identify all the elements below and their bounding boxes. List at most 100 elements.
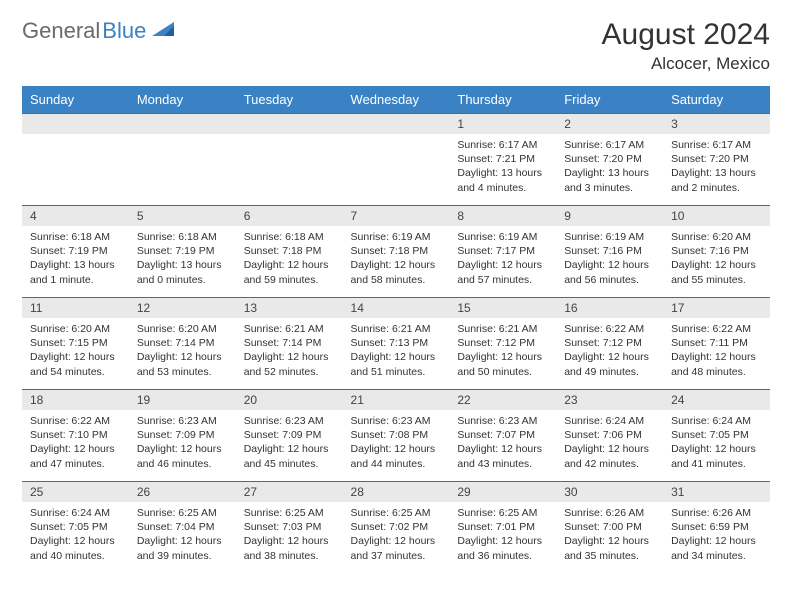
day-number: 15 — [449, 298, 556, 318]
calendar-cell: 13Sunrise: 6:21 AMSunset: 7:14 PMDayligh… — [236, 298, 343, 390]
day-content: Sunrise: 6:23 AMSunset: 7:07 PMDaylight:… — [449, 410, 556, 475]
calendar-cell: 23Sunrise: 6:24 AMSunset: 7:06 PMDayligh… — [556, 390, 663, 482]
calendar-cell: 20Sunrise: 6:23 AMSunset: 7:09 PMDayligh… — [236, 390, 343, 482]
calendar-cell: 31Sunrise: 6:26 AMSunset: 6:59 PMDayligh… — [663, 482, 770, 574]
day-number: 20 — [236, 390, 343, 410]
month-title: August 2024 — [602, 18, 770, 52]
logo-text-blue: Blue — [102, 18, 146, 44]
day-content: Sunrise: 6:24 AMSunset: 7:05 PMDaylight:… — [663, 410, 770, 475]
day-number: 9 — [556, 206, 663, 226]
calendar-cell: 6Sunrise: 6:18 AMSunset: 7:18 PMDaylight… — [236, 206, 343, 298]
day-number: 18 — [22, 390, 129, 410]
logo: General Blue — [22, 18, 178, 44]
day-content: Sunrise: 6:25 AMSunset: 7:02 PMDaylight:… — [343, 502, 450, 567]
day-content: Sunrise: 6:25 AMSunset: 7:01 PMDaylight:… — [449, 502, 556, 567]
day-number: 25 — [22, 482, 129, 502]
calendar-cell: 1Sunrise: 6:17 AMSunset: 7:21 PMDaylight… — [449, 114, 556, 206]
day-content: Sunrise: 6:24 AMSunset: 7:05 PMDaylight:… — [22, 502, 129, 567]
calendar-cell: 8Sunrise: 6:19 AMSunset: 7:17 PMDaylight… — [449, 206, 556, 298]
calendar-cell: 9Sunrise: 6:19 AMSunset: 7:16 PMDaylight… — [556, 206, 663, 298]
calendar-row: 18Sunrise: 6:22 AMSunset: 7:10 PMDayligh… — [22, 390, 770, 482]
calendar-body: 1Sunrise: 6:17 AMSunset: 7:21 PMDaylight… — [22, 114, 770, 574]
day-content: Sunrise: 6:18 AMSunset: 7:19 PMDaylight:… — [129, 226, 236, 291]
calendar-cell: 18Sunrise: 6:22 AMSunset: 7:10 PMDayligh… — [22, 390, 129, 482]
calendar-cell: 21Sunrise: 6:23 AMSunset: 7:08 PMDayligh… — [343, 390, 450, 482]
calendar-cell: 22Sunrise: 6:23 AMSunset: 7:07 PMDayligh… — [449, 390, 556, 482]
weekday-header: Thursday — [449, 86, 556, 114]
day-content: Sunrise: 6:24 AMSunset: 7:06 PMDaylight:… — [556, 410, 663, 475]
weekday-header: Monday — [129, 86, 236, 114]
calendar-cell: 30Sunrise: 6:26 AMSunset: 7:00 PMDayligh… — [556, 482, 663, 574]
calendar-cell: 4Sunrise: 6:18 AMSunset: 7:19 PMDaylight… — [22, 206, 129, 298]
day-content: Sunrise: 6:23 AMSunset: 7:09 PMDaylight:… — [129, 410, 236, 475]
calendar-cell — [236, 114, 343, 206]
calendar-cell — [343, 114, 450, 206]
day-number: 8 — [449, 206, 556, 226]
calendar-cell: 25Sunrise: 6:24 AMSunset: 7:05 PMDayligh… — [22, 482, 129, 574]
day-number: 24 — [663, 390, 770, 410]
calendar-cell: 16Sunrise: 6:22 AMSunset: 7:12 PMDayligh… — [556, 298, 663, 390]
day-number: 1 — [449, 114, 556, 134]
calendar-cell: 2Sunrise: 6:17 AMSunset: 7:20 PMDaylight… — [556, 114, 663, 206]
day-content: Sunrise: 6:22 AMSunset: 7:12 PMDaylight:… — [556, 318, 663, 383]
day-number: 5 — [129, 206, 236, 226]
day-number: 29 — [449, 482, 556, 502]
weekday-header-row: Sunday Monday Tuesday Wednesday Thursday… — [22, 86, 770, 114]
day-number: 13 — [236, 298, 343, 318]
day-number: 10 — [663, 206, 770, 226]
calendar-cell: 24Sunrise: 6:24 AMSunset: 7:05 PMDayligh… — [663, 390, 770, 482]
day-number: 6 — [236, 206, 343, 226]
weekday-header: Friday — [556, 86, 663, 114]
calendar-cell: 14Sunrise: 6:21 AMSunset: 7:13 PMDayligh… — [343, 298, 450, 390]
calendar-cell: 5Sunrise: 6:18 AMSunset: 7:19 PMDaylight… — [129, 206, 236, 298]
day-number: 14 — [343, 298, 450, 318]
day-content: Sunrise: 6:23 AMSunset: 7:09 PMDaylight:… — [236, 410, 343, 475]
day-content: Sunrise: 6:26 AMSunset: 7:00 PMDaylight:… — [556, 502, 663, 567]
logo-triangle-icon — [152, 20, 178, 43]
calendar-row: 11Sunrise: 6:20 AMSunset: 7:15 PMDayligh… — [22, 298, 770, 390]
day-number: 28 — [343, 482, 450, 502]
calendar-cell — [22, 114, 129, 206]
day-number: 26 — [129, 482, 236, 502]
day-content: Sunrise: 6:18 AMSunset: 7:18 PMDaylight:… — [236, 226, 343, 291]
title-block: August 2024 Alcocer, Mexico — [602, 18, 770, 74]
location: Alcocer, Mexico — [602, 54, 770, 74]
day-number: 16 — [556, 298, 663, 318]
day-number: 21 — [343, 390, 450, 410]
day-number: 3 — [663, 114, 770, 134]
day-content: Sunrise: 6:19 AMSunset: 7:18 PMDaylight:… — [343, 226, 450, 291]
calendar-cell: 29Sunrise: 6:25 AMSunset: 7:01 PMDayligh… — [449, 482, 556, 574]
logo-text-general: General — [22, 18, 100, 44]
day-number: 31 — [663, 482, 770, 502]
calendar-row: 4Sunrise: 6:18 AMSunset: 7:19 PMDaylight… — [22, 206, 770, 298]
day-number: 7 — [343, 206, 450, 226]
day-number: 19 — [129, 390, 236, 410]
day-number: 30 — [556, 482, 663, 502]
weekday-header: Sunday — [22, 86, 129, 114]
calendar-cell: 12Sunrise: 6:20 AMSunset: 7:14 PMDayligh… — [129, 298, 236, 390]
day-content: Sunrise: 6:20 AMSunset: 7:15 PMDaylight:… — [22, 318, 129, 383]
day-number: 12 — [129, 298, 236, 318]
calendar-row: 25Sunrise: 6:24 AMSunset: 7:05 PMDayligh… — [22, 482, 770, 574]
calendar-cell: 26Sunrise: 6:25 AMSunset: 7:04 PMDayligh… — [129, 482, 236, 574]
day-content: Sunrise: 6:22 AMSunset: 7:10 PMDaylight:… — [22, 410, 129, 475]
day-number: 2 — [556, 114, 663, 134]
header: General Blue August 2024 Alcocer, Mexico — [22, 18, 770, 74]
calendar-cell: 10Sunrise: 6:20 AMSunset: 7:16 PMDayligh… — [663, 206, 770, 298]
calendar-cell: 11Sunrise: 6:20 AMSunset: 7:15 PMDayligh… — [22, 298, 129, 390]
calendar-cell: 27Sunrise: 6:25 AMSunset: 7:03 PMDayligh… — [236, 482, 343, 574]
day-number: 11 — [22, 298, 129, 318]
day-number: 17 — [663, 298, 770, 318]
day-content: Sunrise: 6:22 AMSunset: 7:11 PMDaylight:… — [663, 318, 770, 383]
day-content: Sunrise: 6:17 AMSunset: 7:20 PMDaylight:… — [556, 134, 663, 199]
day-number: 27 — [236, 482, 343, 502]
weekday-header: Saturday — [663, 86, 770, 114]
day-number: 23 — [556, 390, 663, 410]
calendar-cell: 28Sunrise: 6:25 AMSunset: 7:02 PMDayligh… — [343, 482, 450, 574]
day-content: Sunrise: 6:18 AMSunset: 7:19 PMDaylight:… — [22, 226, 129, 291]
day-content: Sunrise: 6:21 AMSunset: 7:13 PMDaylight:… — [343, 318, 450, 383]
calendar-cell: 19Sunrise: 6:23 AMSunset: 7:09 PMDayligh… — [129, 390, 236, 482]
day-content: Sunrise: 6:17 AMSunset: 7:20 PMDaylight:… — [663, 134, 770, 199]
day-content: Sunrise: 6:25 AMSunset: 7:04 PMDaylight:… — [129, 502, 236, 567]
day-content: Sunrise: 6:19 AMSunset: 7:17 PMDaylight:… — [449, 226, 556, 291]
